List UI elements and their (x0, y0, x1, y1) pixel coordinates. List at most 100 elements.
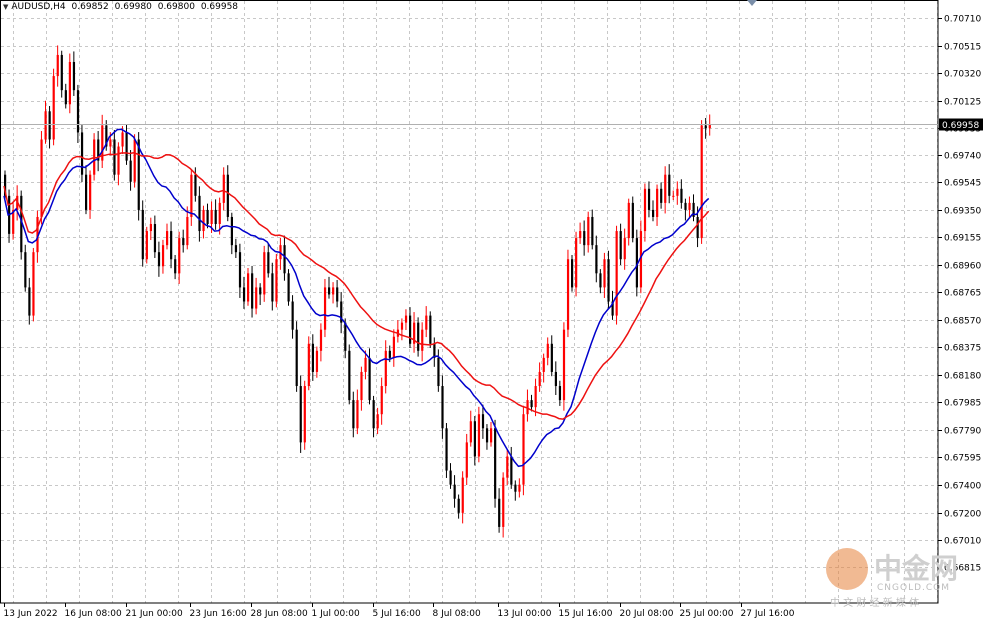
symbol-header: ▼ AUDUSD,H4 0.69852 0.69980 0.69800 0.699… (3, 2, 241, 12)
candle-body (575, 238, 578, 288)
candle-body (182, 238, 185, 246)
x-tick-label: 5 Jul 16:00 (373, 609, 422, 619)
candle-body (372, 400, 375, 429)
candle-body (52, 76, 55, 140)
candle-body (352, 400, 355, 429)
candle-body (692, 202, 695, 217)
y-tick-label: 0.69350 (944, 207, 981, 217)
candle-body (400, 322, 404, 330)
candle-body (522, 414, 525, 485)
dropdown-arrow-icon[interactable]: ▼ (3, 3, 9, 11)
candle-body (530, 400, 533, 408)
x-tick-label: 21 Jun 00:00 (126, 609, 183, 619)
candle-body (502, 477, 505, 527)
candle-body (40, 139, 43, 217)
y-tick-label: 0.68765 (944, 289, 981, 299)
candle-body (506, 456, 509, 478)
candle-body (579, 231, 582, 239)
candle-body (615, 231, 618, 316)
y-tick-label: 0.68180 (944, 372, 981, 382)
candle-body (332, 287, 335, 295)
candle-body (364, 357, 367, 372)
candle-body (283, 245, 286, 274)
candle-body (696, 216, 699, 239)
candle-body (166, 231, 169, 246)
candle-body (80, 132, 84, 175)
candle-body (631, 202, 634, 239)
candle-body (380, 386, 383, 415)
candle-body (465, 442, 468, 478)
candle-body (121, 132, 124, 147)
candle-body (4, 174, 7, 196)
candle-body (275, 259, 278, 302)
candle-body (76, 90, 80, 133)
y-tick-label: 0.67790 (944, 427, 981, 437)
x-tick-label: 13 Jun 2022 (4, 609, 58, 619)
candle-body (170, 231, 173, 260)
candle-body (664, 174, 667, 203)
y-tick-label: 0.70710 (944, 15, 981, 25)
candle-body (28, 287, 31, 316)
candle-body (700, 125, 703, 239)
candle-body (247, 273, 250, 302)
candle-body (591, 216, 594, 246)
candle-body (404, 315, 408, 323)
candle-body (68, 61, 71, 105)
y-tick-label: 0.70125 (944, 98, 981, 108)
y-tick-label: 0.68570 (944, 317, 981, 327)
candle-body (291, 301, 294, 330)
candle-body (660, 188, 663, 203)
candle-body (656, 188, 659, 217)
candle-body (72, 61, 76, 91)
candle-body (526, 400, 529, 415)
candle-body (635, 238, 638, 288)
candle-body (490, 428, 493, 443)
y-tick-label: 0.69545 (944, 179, 981, 189)
candle-body (425, 315, 428, 330)
candle-body (376, 414, 379, 429)
candle-body (101, 125, 104, 161)
y-tick-label: 0.67200 (944, 510, 981, 520)
candle-body (336, 287, 339, 302)
candle-body (271, 273, 274, 302)
candle-body (234, 245, 238, 253)
candle-body (263, 252, 266, 295)
candle-body (360, 371, 363, 401)
scroll-shift-marker-icon[interactable] (747, 0, 757, 6)
y-tick-label: 0.70515 (944, 43, 981, 53)
symbol-label: AUDUSD,H4 (11, 2, 66, 12)
candle-body (141, 209, 144, 260)
candle-body (56, 54, 59, 77)
x-tick-label: 15 Jul 16:00 (559, 609, 613, 619)
candle-body (587, 216, 590, 246)
y-tick-label: 0.67595 (944, 454, 981, 464)
moving-averages (3, 128, 710, 468)
y-tick-label: 0.67400 (944, 482, 981, 492)
candle-body (303, 386, 306, 443)
candle-body (226, 174, 229, 217)
candle-body (477, 414, 481, 457)
candle-body (295, 329, 298, 387)
y-tick-label: 0.66815 (944, 564, 981, 574)
current-price-label: 0.69958 (942, 121, 979, 131)
candle-body (344, 322, 347, 351)
candle-body (97, 139, 100, 161)
x-tick-label: 1 Jul 00:00 (312, 609, 361, 619)
candle-body (368, 357, 371, 401)
candle-body (510, 456, 513, 485)
candle-body (453, 484, 456, 499)
candle-body (178, 238, 181, 274)
candle-body (238, 252, 242, 288)
candle-body (267, 252, 270, 274)
candle-body (611, 301, 614, 316)
candle-body (340, 301, 343, 323)
candle-body (129, 160, 132, 182)
y-tick-label: 0.69740 (944, 152, 981, 162)
candle-body (461, 477, 464, 513)
candle-body (113, 139, 116, 175)
candle-body (48, 111, 51, 140)
candle-body (348, 350, 351, 401)
